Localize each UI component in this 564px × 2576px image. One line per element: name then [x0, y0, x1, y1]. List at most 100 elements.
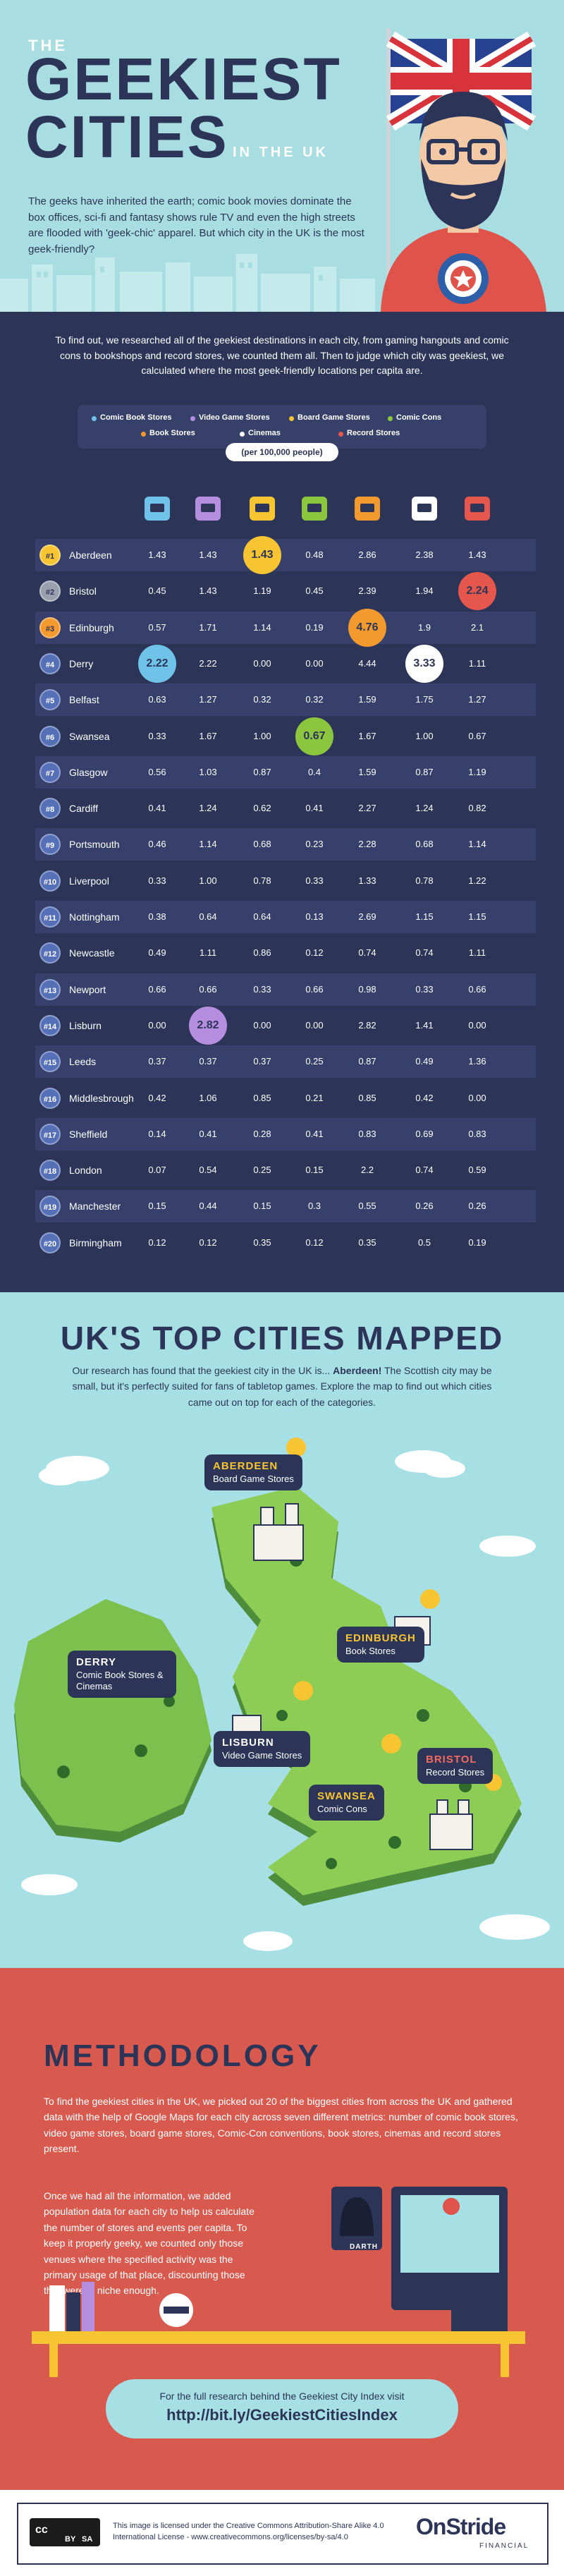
title-suffix: IN THE UK: [233, 145, 329, 160]
table-cell: 3.33: [413, 657, 436, 669]
table-cell: 1.43: [468, 549, 486, 560]
table-cell: 0.00: [253, 657, 271, 669]
map-label-category: Comic Book Stores & Cinemas: [76, 1669, 164, 1691]
table-cell: 1.67: [199, 730, 217, 741]
map-label-city: BRISTOL: [426, 1754, 477, 1766]
table-cell: 0.74: [358, 947, 376, 959]
map-label-category: Record Stores: [426, 1766, 485, 1778]
top-highlight: [295, 717, 333, 755]
city-name: Portsmouth: [69, 839, 120, 851]
map-intro: Our research has found that the geekiest…: [63, 1363, 501, 1410]
table-row: #20 Birmingham 0.12 0.12 0.35 0.12 0.35 0.5 0.19: [35, 1226, 536, 1259]
rank-badge: #15: [39, 1051, 61, 1073]
table-cell: 0.5: [417, 1237, 431, 1248]
table-row: #2 Bristol 0.45 1.43 1.19 0.45 2.39 1.94 2.24: [35, 572, 536, 611]
table-cell: 0.19: [305, 621, 324, 633]
table-cell: 1.59: [358, 694, 376, 705]
table-cell: 0.3: [307, 1201, 321, 1212]
legend-label: Comic Book Stores: [100, 413, 172, 422]
legend-label: Board Game Stores: [298, 413, 370, 422]
city-name: Swansea: [69, 730, 110, 742]
table-cell: 0.69: [415, 1128, 434, 1139]
link[interactable]: http://bit.ly/GeekiestCitiesIndex: [166, 2406, 398, 2424]
table-cell: 0.33: [253, 983, 271, 995]
title-line: GEEKIEST: [25, 46, 342, 112]
table-cell: 2.38: [415, 549, 434, 560]
column-icon-detail: [307, 504, 321, 512]
table-cell: 0.13: [305, 911, 324, 922]
top-highlight: [243, 536, 281, 574]
table-row: #6 Swansea 0.33 1.67 1.00 0.67 1.67 1.00 0.67: [35, 717, 536, 755]
table-cell: 1.43: [251, 549, 274, 561]
city-name: Leeds: [69, 1056, 97, 1068]
rank-badge: #14: [39, 1014, 61, 1036]
table-cell: 0.33: [148, 730, 166, 741]
map-intro-winner: Aberdeen!: [333, 1365, 382, 1376]
table-row: #7 Glasgow 0.56 1.03 0.87 0.4 1.59 0.87 1.19: [35, 755, 536, 789]
footer: cc BY SA This image is licensed under th…: [0, 2490, 564, 2576]
table-cell: 2.24: [466, 585, 489, 597]
legend-label: Video Game Stores: [199, 413, 270, 422]
table-cell: 2.22: [146, 657, 168, 669]
cc-by: BY: [65, 2535, 76, 2544]
city-name: Cardiff: [69, 803, 98, 815]
table-cell: 0.78: [415, 875, 434, 886]
map-label: EDINBURGH Book Stores: [337, 1627, 424, 1663]
legend-dot: [388, 416, 393, 421]
map-label-city: ABERDEEN: [213, 1460, 278, 1472]
table-row: #13 Newport 0.66 0.66 0.33 0.66 0.98 0.33 0.66: [35, 973, 536, 1006]
table-row: #11 Nottingham 0.38 0.64 0.64 0.13 2.69 1.15 1.1…: [35, 901, 536, 933]
table-cell: 0.46: [148, 839, 166, 850]
table-cell: 0.26: [415, 1201, 434, 1212]
table-row: #18 London 0.07 0.54 0.25 0.15 2.2 0.74 0.59: [35, 1154, 536, 1187]
table-row: #16 Middlesbrough 0.42 1.06 0.85 0.21 0.85 0.42…: [35, 1081, 536, 1114]
table-cell: 0.37: [199, 1056, 217, 1067]
table-cell: 0.35: [253, 1237, 271, 1248]
table-cell: 1.11: [468, 947, 486, 959]
top-highlight: [405, 644, 443, 683]
table-cell: 1.14: [199, 839, 217, 850]
table-cell: 0.42: [415, 1092, 434, 1103]
map-label-city: EDINBURGH: [345, 1632, 416, 1644]
city-name: Newport: [69, 983, 106, 995]
table-cell: 0.00: [468, 1092, 486, 1103]
legend-label: Comic Cons: [396, 413, 442, 422]
table-cell: 1.71: [199, 621, 217, 633]
city-name: Bristol: [69, 585, 97, 597]
table-cell: 0.33: [148, 875, 166, 886]
brand: OnStride: [416, 2514, 506, 2539]
table-cell: 0.12: [305, 1237, 324, 1248]
table-cell: 0.68: [415, 839, 434, 850]
rank-badge: #16: [39, 1087, 61, 1109]
city-name: Lisburn: [69, 1019, 102, 1031]
table-cell: 1.41: [415, 1019, 434, 1031]
table-cell: 0.44: [199, 1201, 217, 1212]
table-cell: 0.37: [253, 1056, 271, 1067]
top-highlight: [189, 1006, 227, 1045]
rank-badge: #4: [39, 652, 61, 674]
table-cell: 1.14: [253, 621, 271, 633]
column-icon-detail: [255, 504, 269, 512]
city-name: Edinburgh: [69, 621, 114, 633]
legend-dot: [141, 432, 146, 437]
table-cell: 0.00: [253, 1019, 271, 1031]
table-cell: 1.00: [199, 875, 217, 886]
map-intro-lead: Our research has found that the geekiest…: [72, 1365, 331, 1376]
table-cell: 0.41: [305, 1128, 324, 1139]
table-cell: 0.38: [148, 911, 166, 922]
table-cell: 0.28: [253, 1128, 271, 1139]
legend-label: Cinemas: [248, 429, 281, 437]
cc-text: cc: [35, 2524, 48, 2536]
map-section: UK'S TOP CITIES MAPPED Our research has …: [0, 1292, 564, 1968]
table-row: #1 Aberdeen 1.43 1.43 1.43 0.48 2.86 2.38 1.43: [35, 536, 536, 574]
rank-badge: #9: [39, 834, 61, 856]
table-cell: 1.19: [468, 766, 486, 777]
table-cell: 1.11: [468, 657, 486, 669]
rank-badge: #7: [39, 761, 61, 783]
table-cell: 0.57: [148, 621, 166, 633]
map-label: BRISTOL Record Stores: [417, 1748, 494, 1784]
rank-badge: #6: [39, 725, 61, 747]
table-cell: 1.9: [417, 621, 431, 633]
table-cell: 4.44: [358, 657, 376, 669]
table-cell: 1.94: [415, 585, 434, 597]
